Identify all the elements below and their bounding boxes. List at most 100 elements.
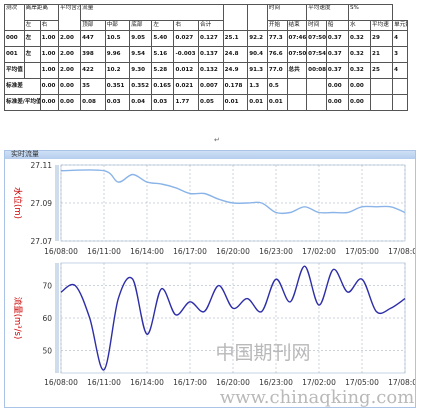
table-cell bbox=[306, 94, 327, 111]
table-cell: 29 bbox=[370, 30, 394, 47]
subheader-cell: 平均速 bbox=[370, 20, 394, 31]
table-cell: 0.04 bbox=[129, 94, 153, 111]
subheader-cell: 船 bbox=[325, 20, 349, 31]
table-cell: 5.40 bbox=[151, 30, 175, 47]
table-cell bbox=[370, 78, 394, 95]
header-cell: 平均含沙 bbox=[58, 4, 82, 31]
x-tick-label: 17/05:00 bbox=[345, 378, 379, 387]
table-cell: 0.32 bbox=[347, 30, 372, 47]
table-cell: 0.165 bbox=[151, 78, 175, 95]
row-label: 标准差 bbox=[4, 78, 41, 95]
table-cell: 0.007 bbox=[198, 78, 224, 95]
table-cell: 0.37 bbox=[325, 30, 349, 47]
row-label: 平均值 bbox=[4, 62, 25, 79]
table-cell: 90.4 bbox=[247, 46, 268, 63]
chart-canvas: 27.11 27.09 27.07 水位(m) 16/08:00 16/11:00 16/1… bbox=[9, 161, 415, 407]
table-cell: 07:54 bbox=[306, 46, 327, 63]
table-row: 标准差/平均值 0.00 0.00 0.08 0.03 0.04 0.03 1.77 0.05 0… bbox=[4, 94, 408, 111]
table-cell: 10.2 bbox=[104, 62, 131, 79]
table-cell: 0.00 bbox=[347, 94, 372, 111]
header-cell: 测次 bbox=[4, 4, 25, 31]
subheader-cell: 开始 bbox=[266, 20, 288, 31]
header-cell: 平均速度 bbox=[306, 4, 349, 21]
table-cell: 77.0 bbox=[266, 62, 288, 79]
table-cell: 9.96 bbox=[104, 46, 131, 63]
x-tick-label: 17/05:00 bbox=[345, 247, 379, 256]
subheader-cell: 底部 bbox=[129, 20, 153, 31]
x-tick-label: 16/11:00 bbox=[87, 378, 121, 387]
chart-window-title: 实时流量 bbox=[11, 150, 39, 158]
table-cell: 0.32 bbox=[347, 62, 372, 79]
table-cell: 24.8 bbox=[222, 46, 249, 63]
table-cell: 0.03 bbox=[151, 94, 175, 111]
table-row: 标准差 0.00 0.00 35 0.351 0.352 0.165 0.021 0.007 0.… bbox=[4, 78, 408, 95]
table-cell: 398 bbox=[80, 46, 106, 63]
table-cell: 0.5 bbox=[266, 78, 288, 95]
table-cell: 92.2 bbox=[247, 30, 268, 47]
table-cell: 9.30 bbox=[129, 62, 153, 79]
table-cell: 9.54 bbox=[129, 46, 153, 63]
table-cell: 0.00 bbox=[39, 78, 60, 95]
table-cell: 1.77 bbox=[173, 94, 200, 111]
table-cell: 2.00 bbox=[58, 30, 82, 47]
table-cell: 25 bbox=[370, 62, 394, 79]
table-cell: 35 bbox=[80, 78, 106, 95]
table-cell: 0.352 bbox=[129, 78, 153, 95]
row-label: 标准差/平均值 bbox=[4, 94, 41, 111]
x-tick-label: 17/02:00 bbox=[302, 247, 336, 256]
table-cell: 1.00 bbox=[39, 46, 60, 63]
table-cell: 1.00 bbox=[39, 62, 60, 79]
table-cell bbox=[23, 62, 41, 79]
header-cell: 流量 bbox=[80, 4, 224, 21]
table-cell: 0.00 bbox=[58, 78, 82, 95]
table-cell: 0.00 bbox=[325, 94, 349, 111]
x-tick-label: 16/23:00 bbox=[259, 247, 293, 256]
table-cell: 0.32 bbox=[347, 46, 372, 63]
subheader-cell: 左 bbox=[151, 20, 175, 31]
table-cell: 07:50 bbox=[306, 30, 327, 47]
header-cell bbox=[222, 4, 249, 31]
table-cell: 0.021 bbox=[173, 78, 200, 95]
return-mark: ↵ bbox=[214, 136, 220, 144]
table-cell: 0.00 bbox=[347, 78, 372, 95]
table-cell: 0.01 bbox=[247, 94, 268, 111]
table-cell: 4 bbox=[392, 30, 408, 47]
table-cell: 422 bbox=[80, 62, 106, 79]
table-row: 000 左 1.00 2.00 447 10.5 9.05 5.40 0.027 0.127 25.… bbox=[4, 30, 408, 47]
subheader-cell: 结束 bbox=[286, 20, 308, 31]
table-cell: 76.6 bbox=[266, 46, 288, 63]
chart-title-bar: 实时流量 bbox=[5, 150, 415, 159]
measurement-table: 测次 离岸距离 平均含沙 流量 时间 平均速度 S% 左右顶部 中部 底部左右合计 开始 结束 时间船水… bbox=[4, 4, 408, 111]
table-row: 平均值 1.00 2.00 422 10.2 9.30 5.28 0.012 0.132 24.9… bbox=[4, 62, 408, 79]
y-axis-label: 流量(m³/s) bbox=[12, 297, 23, 340]
table-cell: 0.08 bbox=[80, 94, 106, 111]
table-cell bbox=[286, 78, 308, 95]
discharge-series-line bbox=[60, 265, 406, 371]
table-cell bbox=[286, 94, 308, 111]
y-tick-label: 27.09 bbox=[31, 199, 53, 208]
subheader-cell: 单元数 bbox=[392, 20, 408, 31]
header-cell: 时间 bbox=[266, 4, 308, 21]
x-tick-label: 17/08:00 bbox=[388, 247, 415, 256]
table-cell: 左 bbox=[23, 30, 41, 47]
x-tick-label: 16/08:00 bbox=[44, 247, 78, 256]
table-cell: 0.05 bbox=[198, 94, 224, 111]
table-cell: 0.137 bbox=[198, 46, 224, 63]
table-cell: 2.00 bbox=[58, 62, 82, 79]
y-tick-label: 27.11 bbox=[31, 161, 53, 170]
table-cell: 2.00 bbox=[58, 46, 82, 63]
table-cell: 0.127 bbox=[198, 30, 224, 47]
watermark-title: 中国期刊网 bbox=[215, 342, 310, 364]
x-tick-label: 16/20:00 bbox=[216, 378, 250, 387]
table-cell: 0.132 bbox=[198, 62, 224, 79]
table-cell: 447 bbox=[80, 30, 106, 47]
y-axis-label: 水位(m) bbox=[12, 187, 23, 219]
x-tick-label: 16/08:00 bbox=[44, 378, 78, 387]
table-cell bbox=[370, 94, 394, 111]
table-cell: 07:50 bbox=[286, 46, 308, 63]
x-tick-label: 16/14:00 bbox=[130, 378, 164, 387]
table-cell: 5.28 bbox=[151, 62, 175, 79]
header-cell: 离岸距离 bbox=[23, 4, 60, 21]
water_level-series-line bbox=[60, 169, 406, 215]
table-cell: 0.01 bbox=[222, 94, 249, 111]
